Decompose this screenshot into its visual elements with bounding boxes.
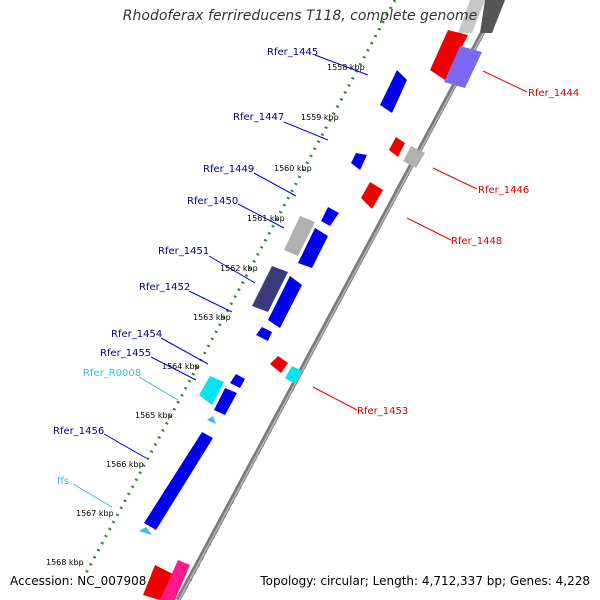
gene-rfer-1453-cyan bbox=[285, 366, 302, 384]
forward-callouts bbox=[103, 54, 369, 459]
gene-rfer-1453[interactable] bbox=[270, 356, 288, 373]
label-rfer-1447[interactable]: Rfer_1447 bbox=[233, 112, 284, 123]
gene-rfer-1446-gray bbox=[403, 146, 425, 168]
gene-rfer-1444-purple bbox=[444, 46, 482, 88]
kbp-tick-label: 1561 kbp bbox=[247, 214, 285, 223]
kbp-tick-label: 1565 kbp bbox=[135, 411, 173, 420]
label-rfer-1451[interactable]: Rfer_1451 bbox=[158, 246, 209, 257]
label-rfer-1455[interactable]: Rfer_1455 bbox=[100, 348, 151, 359]
kbp-tick-label: 1567 kbp bbox=[76, 509, 114, 518]
label-ffs[interactable]: ffs bbox=[57, 476, 69, 487]
label-rfer-1450[interactable]: Rfer_1450 bbox=[187, 196, 238, 207]
rna-callouts bbox=[72, 376, 179, 508]
kbp-tick-label: 1563 kbp bbox=[193, 313, 231, 322]
accession-text: Accession: NC_007908 bbox=[10, 574, 147, 588]
label-rfer-1456[interactable]: Rfer_1456 bbox=[53, 426, 104, 437]
gene-rfer-r0008-small bbox=[207, 416, 216, 424]
reverse-genes bbox=[143, 30, 482, 600]
kbp-tick-label: 1562 kbp bbox=[220, 264, 258, 273]
kbp-tick-label: 1558 kbp bbox=[327, 63, 365, 72]
gene-gray-1450 bbox=[284, 216, 315, 256]
gene-purple-1451 bbox=[252, 266, 288, 312]
label-rfer-1453[interactable]: Rfer_1453 bbox=[357, 406, 408, 417]
gene-block-top-gray bbox=[480, 0, 505, 33]
label-rfer-1454[interactable]: Rfer_1454 bbox=[111, 329, 162, 340]
forward-genes bbox=[144, 70, 407, 530]
kbp-tick-label: 1568 kbp bbox=[46, 558, 84, 567]
gene-rfer-1455[interactable] bbox=[214, 388, 237, 415]
label-rfer-1446[interactable]: Rfer_1446 bbox=[478, 185, 529, 196]
rna-gene-labels: Rfer_R0008 ffs bbox=[57, 368, 141, 487]
gene-rfer-1454[interactable] bbox=[230, 374, 245, 388]
genome-backbone bbox=[175, 0, 503, 600]
label-rfer-1448[interactable]: Rfer_1448 bbox=[451, 236, 502, 247]
gene-bottom-red bbox=[143, 565, 175, 600]
gene-rfer-1446[interactable] bbox=[389, 137, 405, 157]
label-rfer-1444[interactable]: Rfer_1444 bbox=[528, 88, 579, 99]
forward-gene-labels: Rfer_1445 Rfer_1447 Rfer_1449 Rfer_1450 … bbox=[53, 47, 318, 437]
genome-title: Rhodoferax ferrireducens T118, complete … bbox=[122, 8, 478, 24]
kbp-tick-label: 1566 kbp bbox=[106, 460, 144, 469]
gene-rfer-1449[interactable] bbox=[321, 207, 339, 226]
gene-rfer-1447[interactable] bbox=[351, 153, 367, 170]
gene-rfer-1451[interactable] bbox=[268, 276, 302, 328]
gene-rfer-1456[interactable] bbox=[144, 432, 213, 530]
kbp-tick-label: 1564 kbp bbox=[162, 362, 200, 371]
kbp-tick-label: 1560 kbp bbox=[274, 164, 312, 173]
kbp-tick-labels: 1558 kbp 1559 kbp 1560 kbp 1561 kbp 1562… bbox=[46, 63, 365, 567]
gene-rfer-r0008[interactable] bbox=[199, 376, 224, 405]
label-rfer-1452[interactable]: Rfer_1452 bbox=[139, 282, 190, 293]
gene-block-top-light bbox=[458, 0, 485, 33]
topology-text: Topology: circular; Length: 4,712,337 bp… bbox=[260, 574, 590, 588]
gene-rfer-1444[interactable] bbox=[430, 30, 468, 80]
gene-rfer-1448[interactable] bbox=[361, 182, 383, 209]
gene-rfer-1452[interactable] bbox=[256, 327, 272, 341]
gene-rfer-1445[interactable] bbox=[380, 70, 407, 113]
label-rfer-1449[interactable]: Rfer_1449 bbox=[203, 164, 254, 175]
gene-rfer-1450[interactable] bbox=[298, 228, 328, 268]
label-rfer-1445[interactable]: Rfer_1445 bbox=[267, 47, 318, 58]
kbp-tick-label: 1559 kbp bbox=[301, 113, 339, 122]
forward-tick-track bbox=[83, 0, 397, 576]
genome-backbone-highlight bbox=[178, 0, 502, 600]
gene-bottom-pink bbox=[160, 560, 190, 600]
reverse-callouts bbox=[312, 70, 528, 411]
reverse-gene-labels: Rfer_1444 Rfer_1446 Rfer_1448 Rfer_1453 bbox=[357, 88, 579, 417]
label-rfer-r0008[interactable]: Rfer_R0008 bbox=[83, 368, 141, 379]
gene-ffs[interactable] bbox=[139, 527, 152, 535]
